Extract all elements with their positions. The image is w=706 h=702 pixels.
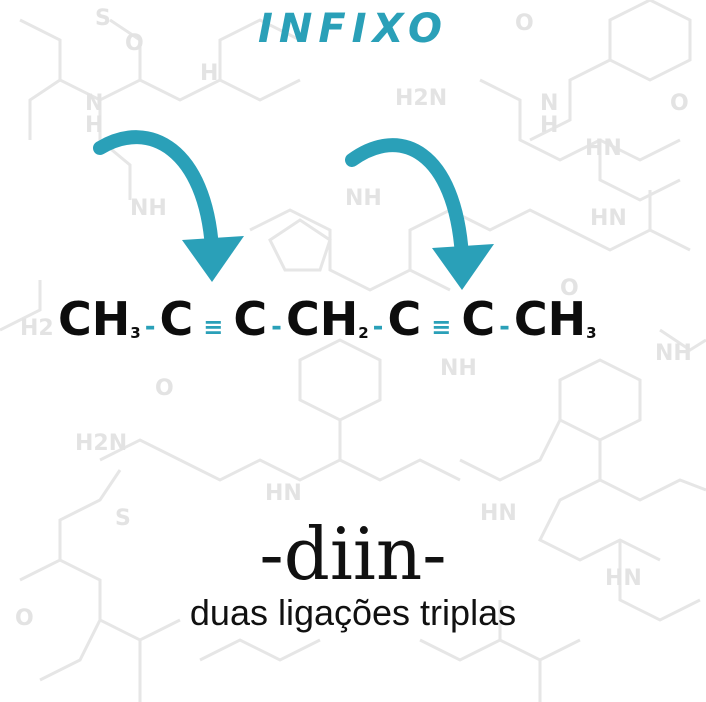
svg-text:H: H bbox=[540, 113, 558, 138]
svg-text:O: O bbox=[670, 91, 689, 116]
infix-label: -diin- bbox=[259, 512, 447, 596]
carbon-3: C bbox=[387, 292, 422, 346]
svg-text:O: O bbox=[155, 376, 174, 401]
svg-text:H2N: H2N bbox=[75, 431, 127, 456]
svg-text:HN: HN bbox=[585, 136, 622, 161]
svg-text:NH: NH bbox=[655, 341, 692, 366]
svg-text:O: O bbox=[15, 606, 34, 631]
single-bond-4: - bbox=[499, 312, 510, 342]
svg-text:HN: HN bbox=[265, 481, 302, 506]
chemical-formula: CH3 - C ≡ C - CH2 - C ≡ C - CH3 bbox=[58, 292, 597, 352]
svg-text:HN: HN bbox=[590, 206, 627, 231]
single-bond-3: - bbox=[372, 312, 384, 342]
page-title: INFIXO bbox=[258, 6, 448, 52]
single-bond-1: - bbox=[144, 312, 156, 342]
ch3-left-group: CH3 bbox=[58, 292, 141, 346]
svg-text:O: O bbox=[560, 276, 579, 301]
svg-text:H2N: H2N bbox=[395, 86, 447, 111]
svg-text:NH: NH bbox=[345, 186, 382, 211]
svg-text:HN: HN bbox=[605, 566, 642, 591]
svg-text:N: N bbox=[85, 91, 103, 116]
curved-arrow-icon bbox=[345, 138, 494, 290]
carbon-4: C bbox=[461, 292, 496, 346]
carbon-2: C bbox=[233, 292, 268, 346]
svg-text:H: H bbox=[200, 61, 218, 86]
svg-text:H2: H2 bbox=[20, 316, 54, 341]
svg-text:HN: HN bbox=[480, 501, 517, 526]
svg-text:O: O bbox=[515, 11, 534, 36]
svg-text:S: S bbox=[95, 6, 111, 31]
svg-text:N: N bbox=[540, 91, 558, 116]
single-bond-2: - bbox=[271, 312, 282, 342]
ch2-group: CH2 bbox=[285, 292, 369, 346]
infix-description: duas ligações triplas bbox=[189, 592, 517, 633]
svg-text:NH: NH bbox=[130, 196, 167, 221]
svg-text:NH: NH bbox=[440, 356, 477, 381]
svg-text:S: S bbox=[115, 506, 131, 531]
ch3-right-group: CH3 bbox=[513, 292, 597, 346]
svg-text:O: O bbox=[125, 31, 144, 56]
triple-bond-1: ≡ bbox=[203, 313, 224, 341]
triple-bond-2: ≡ bbox=[431, 313, 452, 341]
svg-text:H: H bbox=[85, 113, 103, 138]
carbon-1: C bbox=[159, 292, 194, 346]
curved-arrow-icon bbox=[93, 130, 244, 282]
